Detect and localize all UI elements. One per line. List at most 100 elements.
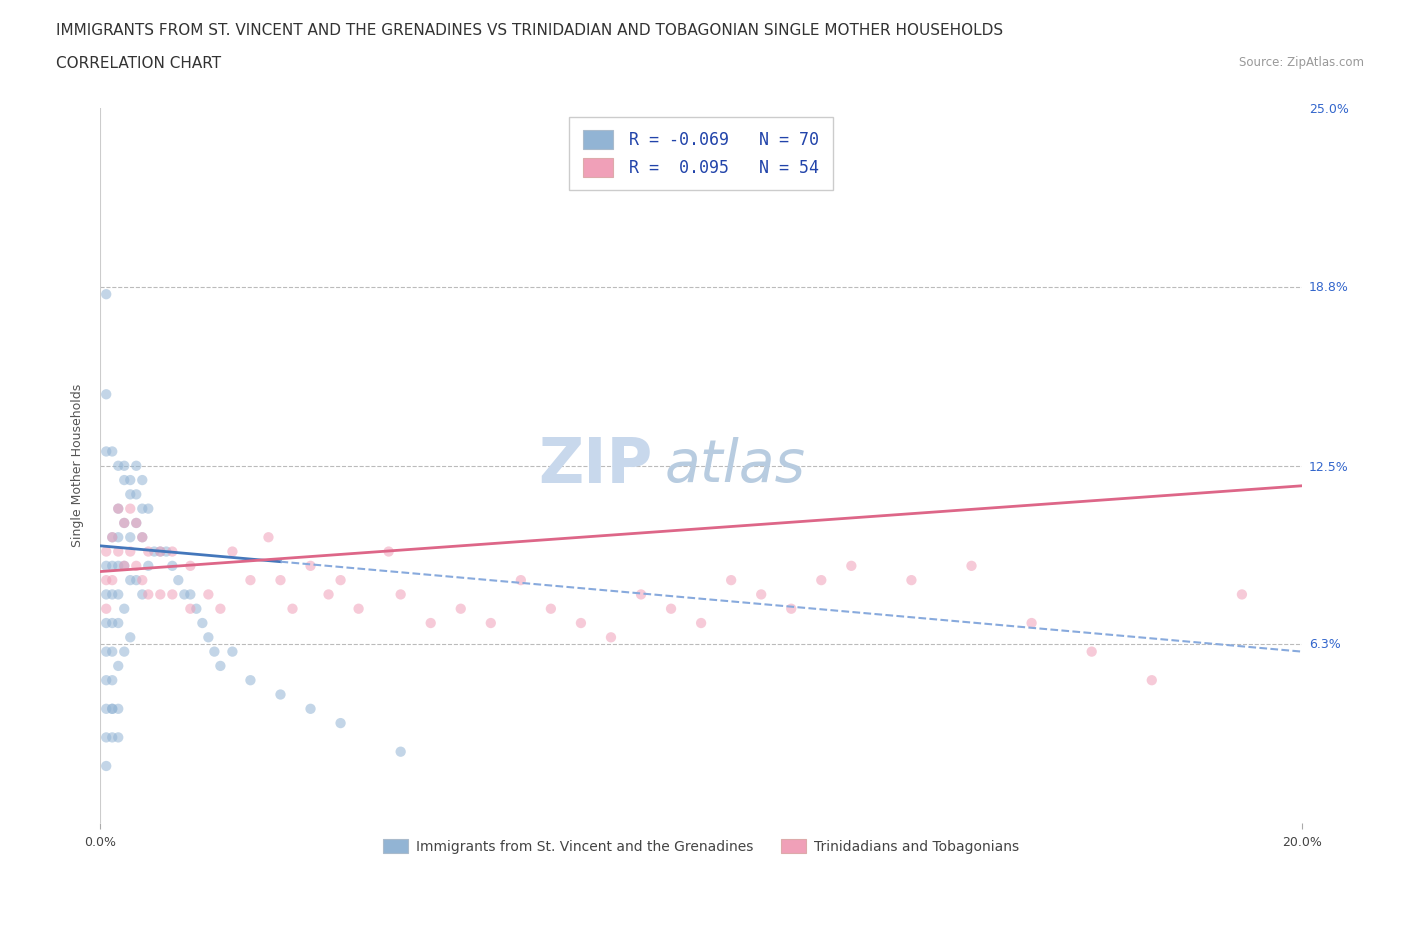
Point: [120, 501, 142, 516]
Point: [149, 544, 172, 559]
Point: [1140, 672, 1163, 687]
Text: CORRELATION CHART: CORRELATION CHART: [56, 56, 221, 71]
Point: [125, 515, 148, 530]
Point: [329, 716, 352, 731]
Point: [120, 530, 142, 545]
Point: [131, 501, 153, 516]
Point: [136, 501, 159, 516]
Point: [107, 544, 129, 559]
Point: [120, 573, 142, 588]
Point: [101, 644, 124, 659]
Point: [257, 530, 280, 545]
Point: [155, 544, 177, 559]
Point: [167, 573, 190, 588]
Point: [96, 286, 118, 301]
Point: [107, 530, 129, 545]
Point: [107, 458, 129, 473]
Text: IMMIGRANTS FROM ST. VINCENT AND THE GRENADINES VS TRINIDADIAN AND TOBAGONIAN SIN: IMMIGRANTS FROM ST. VINCENT AND THE GREN…: [56, 23, 1004, 38]
Point: [143, 544, 166, 559]
Point: [96, 759, 118, 774]
Point: [101, 730, 124, 745]
Point: [107, 730, 129, 745]
Point: [197, 630, 219, 644]
Point: [107, 701, 129, 716]
Point: [269, 573, 291, 588]
Point: [389, 587, 412, 602]
Point: [96, 558, 118, 573]
Text: atlas: atlas: [665, 437, 806, 494]
Point: [960, 558, 983, 573]
Point: [720, 573, 742, 588]
Point: [112, 515, 135, 530]
Point: [112, 644, 135, 659]
Point: [101, 701, 124, 716]
Point: [186, 602, 208, 617]
Point: [96, 644, 118, 659]
Point: [281, 602, 304, 617]
Point: [101, 701, 124, 716]
Point: [191, 616, 214, 631]
Point: [239, 672, 262, 687]
Point: [101, 616, 124, 631]
Point: [136, 544, 159, 559]
Point: [112, 558, 135, 573]
Point: [107, 587, 129, 602]
Point: [329, 573, 352, 588]
Point: [131, 573, 153, 588]
Point: [540, 602, 562, 617]
Point: [900, 573, 922, 588]
Point: [96, 387, 118, 402]
Text: Source: ZipAtlas.com: Source: ZipAtlas.com: [1239, 56, 1364, 69]
Point: [479, 616, 502, 631]
Point: [173, 587, 195, 602]
Point: [179, 587, 201, 602]
Point: [299, 701, 322, 716]
Point: [101, 530, 124, 545]
Point: [120, 544, 142, 559]
Point: [120, 487, 142, 502]
Text: ZIP: ZIP: [538, 436, 652, 496]
Point: [101, 444, 124, 458]
Point: [112, 515, 135, 530]
Point: [299, 558, 322, 573]
Point: [120, 630, 142, 644]
Point: [221, 544, 243, 559]
Point: [749, 587, 772, 602]
Point: [96, 587, 118, 602]
Point: [202, 644, 225, 659]
Point: [112, 558, 135, 573]
Point: [101, 558, 124, 573]
Point: [659, 602, 682, 617]
Point: [810, 573, 832, 588]
Point: [136, 587, 159, 602]
Point: [780, 602, 803, 617]
Point: [1230, 587, 1253, 602]
Point: [125, 558, 148, 573]
Y-axis label: Single Mother Households: Single Mother Households: [72, 384, 84, 548]
Point: [179, 558, 201, 573]
Point: [419, 616, 441, 631]
Point: [509, 573, 531, 588]
Point: [839, 558, 862, 573]
Point: [318, 587, 340, 602]
Point: [125, 458, 148, 473]
Point: [96, 672, 118, 687]
Point: [149, 544, 172, 559]
Point: [630, 587, 652, 602]
Point: [197, 587, 219, 602]
Point: [162, 558, 184, 573]
Point: [569, 616, 592, 631]
Point: [112, 458, 135, 473]
Point: [96, 730, 118, 745]
Point: [690, 616, 713, 631]
Point: [107, 658, 129, 673]
Point: [96, 544, 118, 559]
Point: [107, 616, 129, 631]
Point: [96, 573, 118, 588]
Point: [96, 616, 118, 631]
Point: [1080, 644, 1102, 659]
Point: [389, 744, 412, 759]
Point: [209, 658, 232, 673]
Point: [162, 587, 184, 602]
Point: [131, 530, 153, 545]
